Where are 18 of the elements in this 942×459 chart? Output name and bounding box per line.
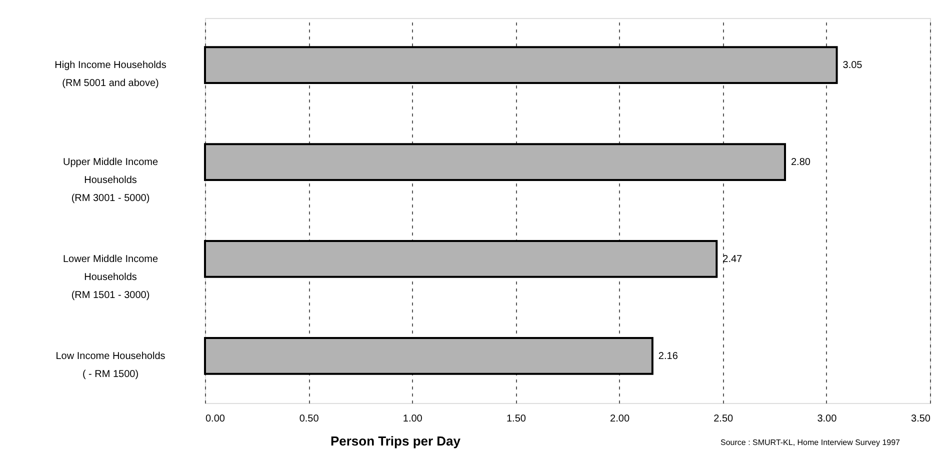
data-label: 2.47: [722, 254, 743, 265]
x-tick-label: 3.00: [817, 414, 838, 424]
x-tick-label: 1.00: [402, 414, 423, 424]
x-tick-label: 2.50: [714, 414, 734, 424]
x-tick-label: 3.50: [911, 414, 931, 424]
x-axis-title: Person Trips per Day: [330, 434, 462, 448]
x-tick-label: 0.50: [299, 414, 320, 424]
data-label: 2.16: [658, 350, 678, 362]
x-tick-label: 1.50: [506, 414, 526, 424]
x-tick-label: 0.00: [206, 414, 226, 424]
y-tick-label: Low Income Households ( - RM 1500): [56, 350, 166, 380]
source-note: Source : SMURT-KL, Home Interview Survey 1997: [720, 438, 901, 447]
x-tick-label: 2.00: [610, 414, 630, 424]
y-tick-label: Lower Middle Income Households (RM 1501 - 3000): [62, 254, 158, 301]
data-label: 2.80: [791, 157, 811, 168]
y-tick-label: High Income Households (RM 5001 and above): [54, 60, 166, 90]
data-label: 3.05: [842, 60, 863, 72]
y-tick-label: Upper Middle Income Households (RM 3001 - 5000): [62, 157, 158, 204]
